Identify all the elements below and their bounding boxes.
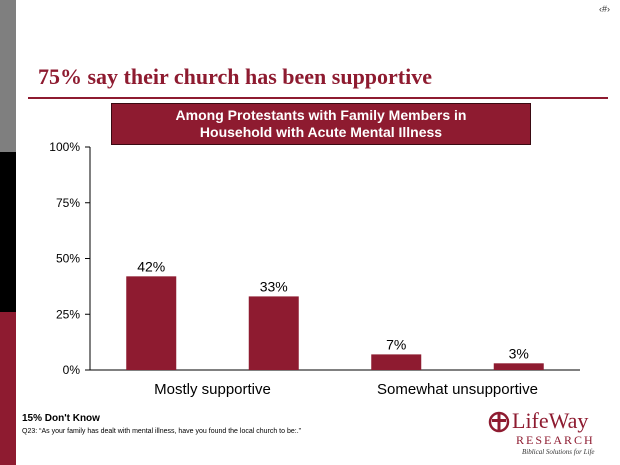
bar	[248, 296, 299, 370]
slide-title: 75% say their church has been supportive	[38, 64, 433, 89]
cross-logo-icon	[488, 411, 510, 433]
title-divider	[28, 97, 608, 99]
y-tick-label: 75%	[56, 196, 80, 210]
bar-value-label: 42%	[137, 258, 165, 274]
banner-line-2: Household with Acute Mental Illness	[199, 124, 443, 140]
side-strip-black	[0, 152, 16, 312]
x-category-label: Mostly supportive	[154, 381, 271, 398]
chart-subtitle-banner: Among Protestants with Family Members in…	[111, 103, 531, 145]
bar-value-label: 33%	[260, 278, 288, 294]
bar-value-label: 3%	[509, 345, 529, 361]
logo-name: LifeWay	[512, 408, 589, 433]
side-strip-red	[0, 312, 16, 465]
banner-line-1: Among Protestants with Family Members in	[175, 107, 467, 123]
y-tick-label: 100%	[49, 140, 80, 154]
bar	[371, 354, 422, 370]
bar-value-label: 7%	[386, 336, 406, 352]
bar	[493, 363, 544, 370]
y-tick-label: 25%	[56, 307, 80, 321]
slide-number: ‹#›	[599, 4, 610, 14]
x-category-label: Somewhat unsupportive	[377, 381, 538, 398]
side-strip-gray	[0, 0, 16, 152]
y-tick-label: 50%	[56, 252, 80, 266]
lifeway-logo: LifeWay RESEARCH Biblical Solutions for …	[488, 408, 608, 460]
dont-know-note: 15% Don't Know	[22, 413, 100, 424]
bar	[126, 276, 177, 370]
logo-tagline: Biblical Solutions for Life	[522, 448, 595, 456]
logo-research: RESEARCH	[516, 433, 595, 447]
y-tick-label: 0%	[63, 363, 81, 377]
question-note: Q23: “As your family has dealt with ment…	[22, 428, 301, 435]
